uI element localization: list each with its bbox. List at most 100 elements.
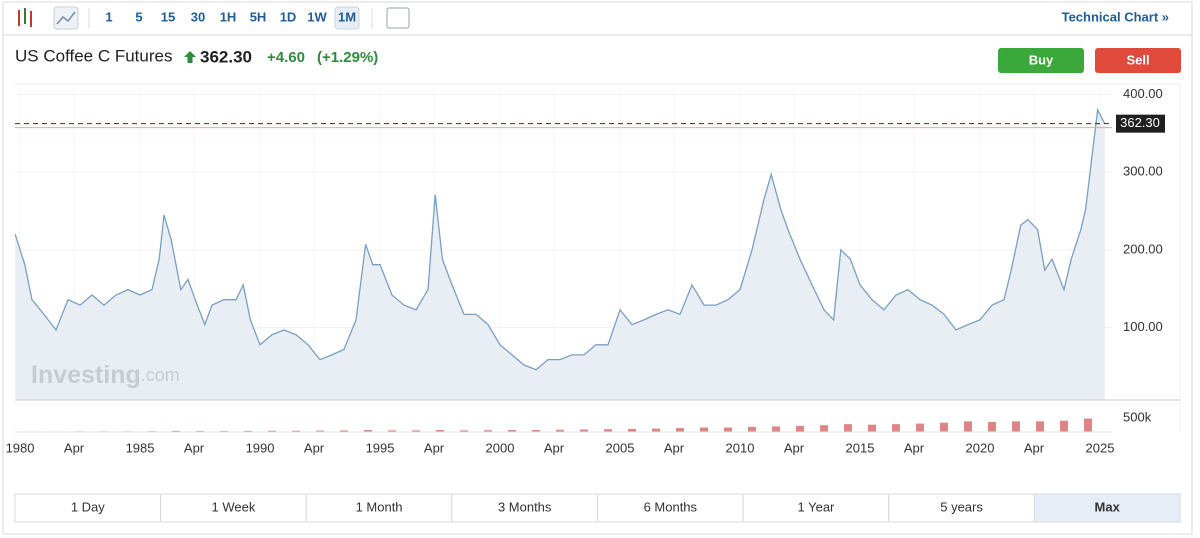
change-percent: (+1.29%) [317,49,378,66]
area-fill [15,109,1105,401]
buy-button[interactable] [998,48,1084,73]
range-button[interactable] [1033,493,1181,523]
up-arrow [184,51,196,63]
sell-button[interactable] [1095,48,1181,73]
x-tick-label: 1985 [126,440,155,455]
range-label: 1 Day [71,499,105,514]
volume-bar [724,427,733,432]
range-button[interactable] [14,493,162,523]
range-label: 1 Year [798,499,836,514]
volume-bar [1084,418,1093,432]
range-label: 6 Months [644,499,698,514]
x-tick-label: Apr [664,440,685,455]
x-tick-label: Apr [184,440,205,455]
range-button[interactable] [742,493,890,523]
interval-button[interactable]: 1H [220,9,237,24]
volume-bar [244,430,253,432]
range-label: 1 Week [212,499,256,514]
sell-label: Sell [1126,52,1149,67]
volume-bar [772,426,781,432]
range-button[interactable] [597,493,744,523]
interval-selected [334,6,360,30]
x-tick-label: 2010 [726,440,755,455]
x-tick-label: 2015 [846,440,875,455]
interval-button[interactable]: 1W [307,9,327,24]
x-tick-label: Apr [544,440,565,455]
x-tick-label: Apr [904,440,925,455]
range-label: 3 Months [498,499,552,514]
x-tick-label: 2025 [1086,440,1115,455]
instrument-title: US Coffee C Futures [15,46,172,65]
interval-button[interactable]: 1D [280,9,297,24]
watermark-brand: Investing [31,361,141,389]
buy-label: Buy [1029,52,1054,67]
line-icon[interactable] [53,6,79,30]
volume-bar [508,430,517,432]
volume-bar [796,425,805,432]
volume-bar [556,429,565,432]
range-button[interactable] [451,493,598,523]
range-label: Max [1095,499,1121,514]
volume-bar [268,430,277,432]
line-icon-glyph [56,11,76,25]
change: +4.60 [267,49,305,66]
interval-button[interactable]: 15 [161,9,175,24]
range-button[interactable] [305,493,453,523]
interval-button[interactable]: 30 [191,9,205,24]
interval-button[interactable]: 5H [250,9,267,24]
volume-bar [820,425,829,432]
volume-bar [388,430,397,432]
last-price-label: 362.30 [1120,115,1160,130]
interval-button[interactable]: 5 [135,9,142,24]
volume-bar [1060,420,1069,432]
volume-bar [1012,421,1021,432]
x-tick-label: Apr [424,440,445,455]
technical-chart-link[interactable]: Technical Chart » [1062,9,1169,24]
price: 362.30 [200,47,252,66]
volume-bar [172,430,181,432]
table-icon[interactable] [386,7,410,29]
volume-bar [748,426,757,432]
x-tick-label: 1990 [246,440,275,455]
x-tick-label: 1980 [6,440,35,455]
volume-bar [340,430,349,432]
range-label: 1 Month [356,499,403,514]
price-line [14,107,1106,371]
range-label: 5 years [940,499,983,514]
y-tick-label: 200.00 [1123,241,1163,256]
volume-bar [604,429,613,432]
volume-bar [484,430,493,432]
x-tick-label: 1995 [366,440,395,455]
volume-bar [916,423,925,432]
candle-icon[interactable] [18,8,32,27]
y-tick-label: 300.00 [1123,164,1163,179]
y-tick-label: 400.00 [1123,86,1163,101]
volume-bar [892,424,901,432]
interval-button[interactable]: 1M [338,9,356,24]
volume-bar [1036,421,1045,432]
interval-button[interactable]: 1 [105,9,112,24]
volume-bar [316,430,325,432]
volume-bar [532,430,541,432]
x-tick-label: Apr [784,440,805,455]
x-tick-label: Apr [304,440,325,455]
volume-bar [988,421,997,432]
x-tick-label: 2000 [486,440,515,455]
y-tick-label: 100.00 [1123,319,1163,334]
x-tick-label: Apr [1024,440,1045,455]
volume-bar [580,429,589,432]
watermark-suffix: .com [141,365,180,385]
volume-bar [652,428,661,432]
range-button[interactable] [888,493,1035,523]
volume-bar [700,427,709,432]
watermark: Investing.com [31,361,180,389]
volume-bar [628,428,637,432]
volume-bar [436,430,445,432]
range-button[interactable] [160,493,307,523]
volume-bar [964,421,973,432]
volume-bar [292,430,301,432]
volume-bar [844,424,853,432]
volume-tick-label: 500k [1123,409,1152,424]
